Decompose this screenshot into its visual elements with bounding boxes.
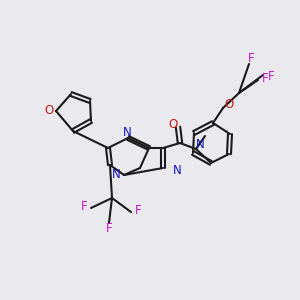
Text: F: F	[262, 73, 268, 85]
Text: F: F	[248, 52, 254, 65]
Text: F: F	[268, 70, 274, 83]
Text: N: N	[172, 164, 182, 178]
Text: F: F	[135, 205, 141, 218]
Text: F: F	[81, 200, 87, 214]
Text: N: N	[112, 169, 120, 182]
Text: O: O	[224, 98, 234, 112]
Text: N: N	[196, 139, 204, 152]
Text: O: O	[44, 103, 54, 116]
Text: F: F	[106, 221, 112, 235]
Text: N: N	[123, 127, 131, 140]
Text: O: O	[168, 118, 178, 131]
